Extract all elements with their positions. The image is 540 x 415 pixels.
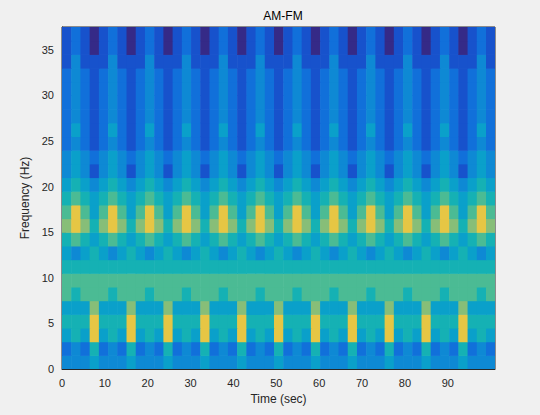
svg-text:90: 90 <box>442 377 454 389</box>
svg-text:5: 5 <box>48 317 54 329</box>
svg-text:40: 40 <box>227 377 239 389</box>
svg-text:60: 60 <box>313 377 325 389</box>
svg-text:30: 30 <box>42 89 54 101</box>
svg-text:70: 70 <box>356 377 368 389</box>
svg-text:Frequency (Hz): Frequency (Hz) <box>18 157 32 240</box>
svg-text:10: 10 <box>99 377 111 389</box>
svg-text:20: 20 <box>42 181 54 193</box>
svg-text:0: 0 <box>48 363 54 375</box>
svg-text:0: 0 <box>59 377 65 389</box>
svg-text:AM-FM: AM-FM <box>263 9 302 23</box>
svg-text:20: 20 <box>142 377 154 389</box>
svg-text:10: 10 <box>42 272 54 284</box>
svg-text:35: 35 <box>42 44 54 56</box>
svg-text:25: 25 <box>42 135 54 147</box>
svg-text:80: 80 <box>399 377 411 389</box>
svg-text:30: 30 <box>184 377 196 389</box>
svg-text:Time (sec): Time (sec) <box>250 392 306 406</box>
svg-text:50: 50 <box>270 377 282 389</box>
svg-text:15: 15 <box>42 226 54 238</box>
